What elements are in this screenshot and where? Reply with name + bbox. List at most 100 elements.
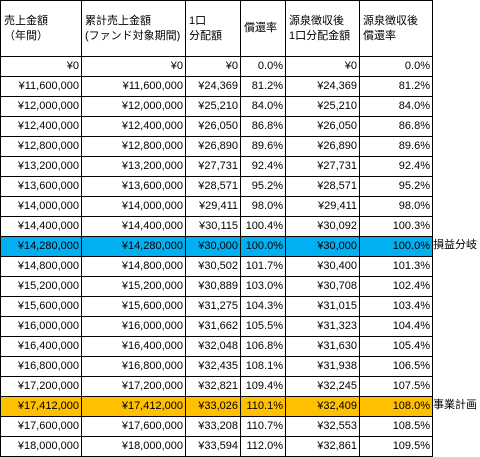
table-cell: ¥0 — [0, 56, 82, 77]
table-cell: 101.7% — [240, 256, 286, 277]
table-cell: ¥33,026 — [185, 396, 241, 417]
table-cell: ¥32,435 — [185, 356, 241, 377]
table-cell: ¥17,412,000 — [81, 396, 186, 417]
table-cell: 84.0% — [359, 96, 433, 117]
table-cell: ¥25,210 — [285, 96, 360, 117]
table-cell: ¥16,400,000 — [81, 336, 186, 357]
table-cell: ¥17,412,000 — [0, 396, 82, 417]
table-cell: ¥14,000,000 — [81, 196, 186, 217]
table-cell: 92.4% — [359, 156, 433, 177]
table-cell: ¥14,280,000 — [0, 236, 82, 257]
table-cell: ¥30,400 — [285, 256, 360, 277]
table-cell: ¥14,400,000 — [0, 216, 82, 237]
table-cell: ¥16,800,000 — [0, 356, 82, 377]
table-row: ¥12,000,000 ¥12,000,000 ¥25,210 84.0% ¥25,21… — [0, 96, 433, 117]
table-cell: 105.4% — [359, 336, 433, 357]
table-cell: ¥15,600,000 — [81, 296, 186, 317]
table-cell: ¥0 — [81, 56, 186, 77]
table-cell: 95.2% — [359, 176, 433, 197]
table-cell: ¥28,571 — [185, 176, 241, 197]
table-cell: ¥26,890 — [185, 136, 241, 157]
table-row: ¥12,400,000 ¥12,400,000 ¥26,050 86.8% ¥26,05… — [0, 116, 433, 137]
table-cell: ¥31,630 — [285, 336, 360, 357]
table-cell: ¥13,200,000 — [0, 156, 82, 177]
table-cell: 86.8% — [359, 116, 433, 137]
table-cell: ¥15,200,000 — [0, 276, 82, 297]
table-cell: ¥30,000 — [285, 236, 360, 257]
table-cell: 89.6% — [359, 136, 433, 157]
table-cell: ¥12,000,000 — [0, 96, 82, 117]
table-cell: ¥12,400,000 — [0, 116, 82, 137]
table-row: ¥17,600,000 ¥17,600,000 ¥33,208 110.7% ¥32,5… — [0, 416, 433, 437]
table-cell: 101.3% — [359, 256, 433, 277]
header-cumulative-sales: 累計売上金額 (ファンド対象期間) — [81, 0, 186, 57]
table-cell: ¥29,411 — [185, 196, 241, 217]
table-cell: ¥26,050 — [185, 116, 241, 137]
table-cell: 104.4% — [359, 316, 433, 337]
table-cell: ¥33,594 — [185, 436, 241, 457]
table-cell: ¥16,800,000 — [81, 356, 186, 377]
table-cell: 106.8% — [240, 336, 286, 357]
table-cell: ¥17,200,000 — [81, 376, 186, 397]
table-cell: 81.2% — [359, 76, 433, 97]
table-cell: ¥31,323 — [285, 316, 360, 337]
table-cell: 110.1% — [240, 396, 286, 417]
table-cell: ¥0 — [285, 56, 360, 77]
table-row: ¥0 ¥0 ¥0 0.0% ¥0 0.0% — [0, 56, 433, 77]
table-row: ¥15,600,000 ¥15,600,000 ¥31,275 104.3% ¥31,0… — [0, 296, 433, 317]
table-cell: ¥31,662 — [185, 316, 241, 337]
table-row: ¥11,600,000 ¥11,600,000 ¥24,369 81.2% ¥24,36… — [0, 76, 433, 97]
table-cell: 105.5% — [240, 316, 286, 337]
table-cell: 109.5% — [359, 436, 433, 457]
table-cell: ¥32,821 — [185, 376, 241, 397]
table-cell: ¥26,050 — [285, 116, 360, 137]
table-cell: ¥27,731 — [285, 156, 360, 177]
table-cell: 112.0% — [240, 436, 286, 457]
header-row: 売上金額 （年間） 累計売上金額 (ファンド対象期間) 1口 分配額 償還率 源… — [0, 0, 433, 57]
table-cell: 86.8% — [240, 116, 286, 137]
table-cell: 104.3% — [240, 296, 286, 317]
table-cell: ¥24,369 — [285, 76, 360, 97]
table-cell: ¥14,800,000 — [81, 256, 186, 277]
table-row: ¥12,800,000 ¥12,800,000 ¥26,890 89.6% ¥26,89… — [0, 136, 433, 157]
table-cell: ¥14,280,000 — [81, 236, 186, 257]
table-cell: 110.7% — [240, 416, 286, 437]
table-cell: ¥27,731 — [185, 156, 241, 177]
table-row: ¥14,400,000 ¥14,400,000 ¥30,115 100.4% ¥30,0… — [0, 216, 433, 237]
header-after-tax-redemption-rate: 源泉徴収後 償還率 — [359, 0, 433, 57]
header-redemption-rate: 償還率 — [240, 0, 286, 57]
table-cell: ¥32,409 — [285, 396, 360, 417]
table-cell: 84.0% — [240, 96, 286, 117]
table-cell: 98.0% — [240, 196, 286, 217]
table-cell: ¥32,861 — [285, 436, 360, 457]
table-cell: ¥13,600,000 — [0, 176, 82, 197]
table-cell: ¥29,411 — [285, 196, 360, 217]
table-row: ¥15,200,000 ¥15,200,000 ¥30,889 103.0% ¥30,7… — [0, 276, 433, 297]
table-cell: ¥32,553 — [285, 416, 360, 437]
table-cell: ¥31,275 — [185, 296, 241, 317]
table-cell: ¥14,400,000 — [81, 216, 186, 237]
table-cell: ¥12,800,000 — [81, 136, 186, 157]
table-cell: ¥11,600,000 — [0, 76, 82, 97]
header-annual-sales: 売上金額 （年間） — [0, 0, 82, 57]
table-row: ¥13,600,000 ¥13,600,000 ¥28,571 95.2% ¥28,57… — [0, 176, 433, 197]
row-annotation-label: 事業計画 — [433, 399, 477, 411]
table-cell: ¥32,245 — [285, 376, 360, 397]
table-cell: ¥14,800,000 — [0, 256, 82, 277]
table-row: ¥16,800,000 ¥16,800,000 ¥32,435 108.1% ¥31,9… — [0, 356, 433, 377]
table-cell: ¥17,200,000 — [0, 376, 82, 397]
table-row: ¥17,200,000 ¥17,200,000 ¥32,821 109.4% ¥32,2… — [0, 376, 433, 397]
table-row: ¥16,400,000 ¥16,400,000 ¥32,048 106.8% ¥31,6… — [0, 336, 433, 357]
table-cell: ¥15,600,000 — [0, 296, 82, 317]
table-cell: 109.4% — [240, 376, 286, 397]
table-cell: ¥12,400,000 — [81, 116, 186, 137]
table-cell: ¥18,000,000 — [81, 436, 186, 457]
table-row: ¥16,000,000 ¥16,000,000 ¥31,662 105.5% ¥31,3… — [0, 316, 433, 337]
table-cell: 108.0% — [359, 396, 433, 417]
table-cell: 100.0% — [359, 236, 433, 257]
table-cell: ¥30,889 — [185, 276, 241, 297]
table-cell: ¥16,000,000 — [81, 316, 186, 337]
table-cell: ¥15,200,000 — [81, 276, 186, 297]
table-cell: 100.4% — [240, 216, 286, 237]
table-cell: 108.5% — [359, 416, 433, 437]
